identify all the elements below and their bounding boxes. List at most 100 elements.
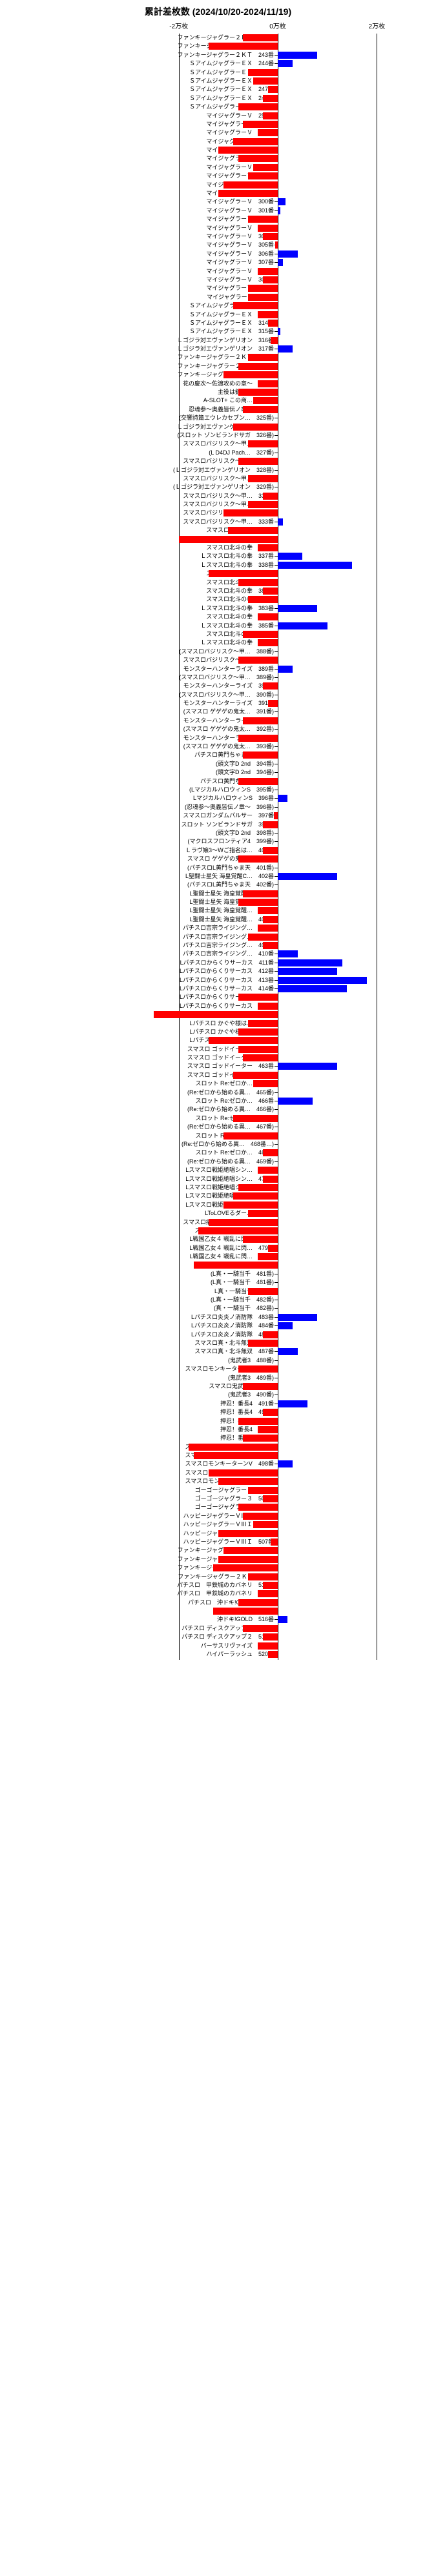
y-label: スマスロモンキーターンⅤ 488番 xyxy=(0,1365,274,1373)
bar xyxy=(233,1072,278,1079)
y-label: スロット ソンビランドサガ 398番 xyxy=(0,821,274,829)
bar-row: ファンキージャグラー２ＫＴ 319番 xyxy=(0,362,436,371)
bar xyxy=(278,985,347,992)
bar xyxy=(258,613,278,620)
bar-row: Lスマスロ戦姫絶唱シン… 473番 xyxy=(0,1192,436,1200)
bar xyxy=(233,302,278,309)
bar xyxy=(218,147,278,154)
bar xyxy=(278,1400,307,1407)
bar-row: L聖闘士星矢 海皇覚醒C… 402番 xyxy=(0,872,436,881)
bar-row: Ｌスマスロ北斗の拳 387番 xyxy=(0,639,436,647)
y-label: Lパチスロからくりサーカス 412番 xyxy=(0,967,274,976)
bar xyxy=(238,1504,278,1511)
bar xyxy=(238,899,278,906)
y-label: ハイパーラッシュ 520番 xyxy=(0,1650,274,1659)
y-label: マイジャグラーＶ 304番 xyxy=(0,232,274,241)
bar xyxy=(263,588,278,595)
y-label: (スマスロ ゲゲゲの鬼太… 391番) xyxy=(0,708,274,716)
y-label: L戦国乙女４ 戦乱に閃… 478番 xyxy=(0,1235,274,1243)
bar-row: パチスロ ディスクアップ２ 517番 xyxy=(0,1624,436,1633)
bar-row: バーサスリヴァイズ 519番 xyxy=(0,1642,436,1650)
bar-row: ＳアイムジャグラーＥＸ 314番 xyxy=(0,319,436,327)
bar xyxy=(243,890,278,897)
bar-row: ファンキージャグラー２ＫＴ 243番 xyxy=(0,51,436,59)
y-label: 押忍！番長4 494番 xyxy=(0,1426,274,1434)
bar xyxy=(263,682,278,690)
bar-row: ＳアイムジャグラーＥＸ 246番 xyxy=(0,77,436,85)
bar-row: Ｌゴジラ対エヴァンゲリオン 326番 xyxy=(0,423,436,431)
bar-row: (マクロスフロンティア4 399番) xyxy=(0,837,436,846)
bar xyxy=(258,1167,278,1174)
bar-row: スマスロ北斗の拳 334番 xyxy=(0,526,436,535)
y-label: マイジャグラーＶ 311番 xyxy=(0,293,274,302)
bar-row: スマスロ北斗の拳 339番 xyxy=(0,569,436,578)
bar xyxy=(258,311,278,318)
bar xyxy=(189,1444,278,1451)
bar-row: マイジャグラーＶ 305番 xyxy=(0,241,436,249)
bar xyxy=(263,1633,278,1641)
bar-row: (スマスロ ゲゲゲの鬼太… 393番) xyxy=(0,742,436,751)
bar xyxy=(248,69,278,76)
bar-row: ＳアイムジャグラーＥＸ 248番 xyxy=(0,94,436,103)
bar-row: Lスマスロ戦姫絶唱シン… 472番 xyxy=(0,1183,436,1192)
y-label: ＳアイムジャグラーＥＸ 245番 xyxy=(0,68,274,77)
bar-row: Ｌスマスロ北斗の拳 335番 xyxy=(0,535,436,544)
y-label: 忍魂参～奥義皆伝ノ章～ 324番 xyxy=(0,405,274,414)
y-label: パチスロ黄門ちゃま 395番 xyxy=(0,777,274,786)
bar-row: L真・一騎当千 482番 xyxy=(0,1287,436,1296)
chart-container: 累計差枚数 (2024/10/20-2024/11/19) -2万枚0万枚2万枚… xyxy=(0,0,436,1660)
bar-row: スマスロ痛いのは嫌なの… 476番 xyxy=(0,1218,436,1227)
bar xyxy=(268,86,278,93)
bar xyxy=(263,233,278,240)
bar xyxy=(263,1495,278,1502)
bar-row: スマスロモンキーターンⅤ 500番 xyxy=(0,1477,436,1486)
bar xyxy=(243,1435,278,1442)
bar-row: ファンキージャグラー２ＫＴ 318番 xyxy=(0,353,436,362)
bar-row: スロット ソンビランドサガ 398番 xyxy=(0,821,436,829)
bar-row: スマスロモンキーターンⅤ 497番 xyxy=(0,1451,436,1460)
bar-row: L聖闘士星矢 海皇覚醒… 404番 xyxy=(0,898,436,906)
y-label: モンスターハンターライズ 393番 xyxy=(0,734,274,742)
bar xyxy=(248,1210,278,1217)
y-label: 主役は銭形４ 322番 xyxy=(0,388,274,396)
bar-row: (スロット ゾンビランドサガ 326番) xyxy=(0,431,436,440)
bar xyxy=(209,570,278,577)
bar-row: 押忍！番長4 492番 xyxy=(0,1408,436,1416)
bar xyxy=(209,43,278,50)
bar-row: マイジャグラーＶ 304番 xyxy=(0,232,436,241)
y-label: パチスロ吉宗ライジング… 408番 xyxy=(0,933,274,941)
y-label: 押忍！番長4 495番 xyxy=(0,1434,274,1442)
bar-row: L真・一騎当千 480番 xyxy=(0,1261,436,1269)
bar-row: ファンキージャグラー２ＫＴ 320番 xyxy=(0,371,436,379)
bar xyxy=(209,1219,278,1226)
y-label: (真・一騎当千 482番) xyxy=(0,1304,274,1313)
bar-row: マイジャグラーＶ 254番 xyxy=(0,146,436,154)
y-label: モンスターハンターライズ 392番 xyxy=(0,717,274,725)
bar xyxy=(248,440,278,447)
bar xyxy=(258,1003,278,1010)
bar-row: ゴーゴージャグラー３ 501番 xyxy=(0,1486,436,1495)
y-label: Lパチスロからくりサーカス 416番 xyxy=(0,1002,274,1010)
y-label: ゴーゴージャグラー３ 503番 xyxy=(0,1503,274,1511)
bar xyxy=(278,795,287,802)
bar xyxy=(278,1063,337,1070)
bar-row: ゴーゴージャグラー３ 502番 xyxy=(0,1495,436,1503)
y-label: マイジャグラーＶ 255番 xyxy=(0,154,274,163)
y-label: パチスロ吉宗ライジング… 410番 xyxy=(0,950,274,958)
bar-row: Lスマスロ戦姫絶唱シン… 471番 xyxy=(0,1175,436,1183)
bar-row: L戦国乙女４ 戦乱に閃… 478番 xyxy=(0,1235,436,1243)
bar xyxy=(194,1262,278,1269)
bar xyxy=(243,1054,278,1061)
y-label: ファンキージャグラー２ＫＴ 319番 xyxy=(0,362,274,371)
bar xyxy=(238,855,278,863)
bar-row: スマスロ鬼武者3 490番 xyxy=(0,1382,436,1391)
bar-row: Lパチスロ炎炎ノ消防隊 485番 xyxy=(0,1331,436,1339)
bar-row: Lパチスロからくりサーカス 415番 xyxy=(0,993,436,1001)
bar xyxy=(238,1599,278,1606)
y-label: (Ｌゴジラ対エヴァンゲリオン 328番) xyxy=(0,466,274,475)
bar xyxy=(243,34,278,41)
bar xyxy=(218,1530,278,1537)
bar-row: パチスロ吉宗ライジング… 409番 xyxy=(0,941,436,950)
bar xyxy=(278,52,317,59)
bar-row: スマスロガンダムパルサー 397番 xyxy=(0,812,436,820)
